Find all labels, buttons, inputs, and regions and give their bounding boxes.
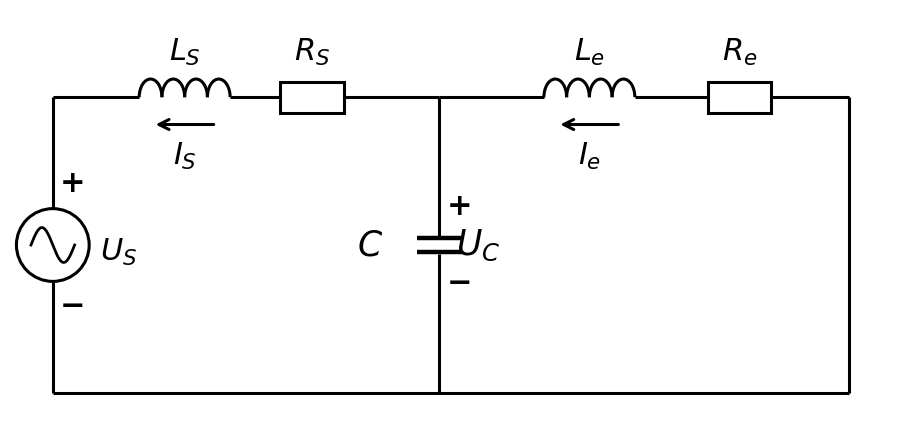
Text: −: −: [447, 269, 472, 298]
Text: $U_C$: $U_C$: [456, 227, 500, 263]
Text: $R_e$: $R_e$: [722, 37, 757, 68]
Text: −: −: [60, 292, 86, 321]
Bar: [707, 82, 771, 113]
Text: $L_S$: $L_S$: [168, 37, 200, 68]
Text: +: +: [447, 192, 472, 221]
Bar: [280, 82, 344, 113]
Text: +: +: [60, 169, 86, 198]
Text: $I_e$: $I_e$: [577, 141, 601, 172]
Text: $I_S$: $I_S$: [173, 141, 197, 172]
Text: $L_e$: $L_e$: [574, 37, 605, 68]
Text: $U_S$: $U_S$: [100, 237, 137, 268]
Text: $C$: $C$: [357, 228, 382, 262]
Text: $R_S$: $R_S$: [294, 37, 330, 68]
